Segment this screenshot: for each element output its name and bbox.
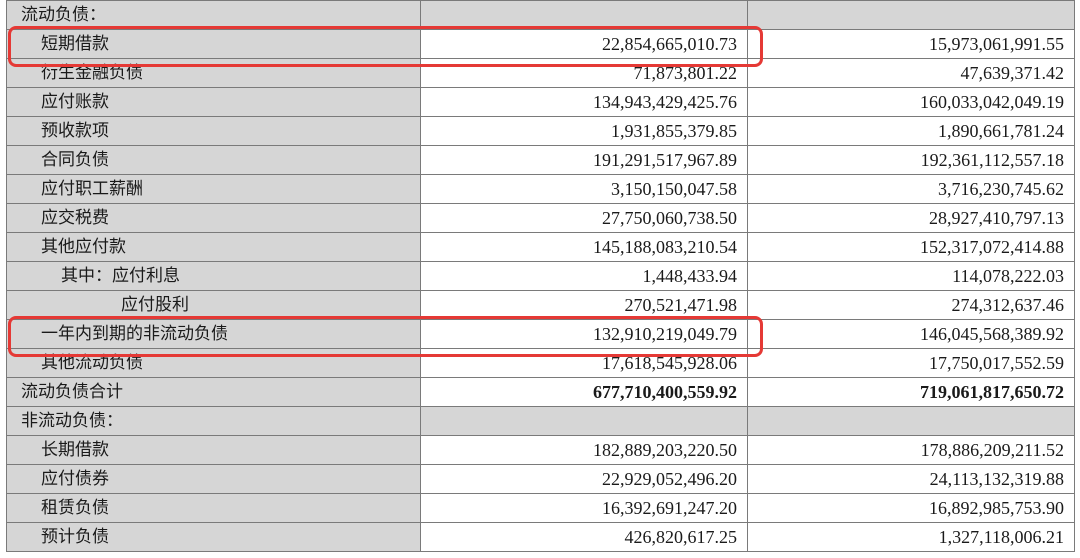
prior-period-value: 192,361,112,557.18 (747, 145, 1075, 175)
row-label: 应付债券 (6, 464, 421, 494)
row-label: 一年内到期的非流动负债 (6, 319, 421, 349)
table-row: 短期借款 22,854,665,010.73 15,973,061,991.55 (6, 29, 1075, 59)
total-row: 流动负债合计 677,710,400,559.92 719,061,817,650.… (6, 377, 1075, 407)
current-period-value (420, 0, 748, 30)
table-row: 其他流动负债 17,618,545,928.06 17,750,017,552.59 (6, 348, 1075, 378)
current-period-value: 3,150,150,047.58 (420, 174, 748, 204)
prior-period-value: 3,716,230,745.62 (747, 174, 1075, 204)
row-label: 其他流动负债 (6, 348, 421, 378)
current-period-value: 16,392,691,247.20 (420, 493, 748, 523)
table-row: 一年内到期的非流动负债 132,910,219,049.79 146,045,568… (6, 319, 1075, 349)
current-period-value: 134,943,429,425.76 (420, 87, 748, 117)
prior-period-value: 178,886,209,211.52 (747, 435, 1075, 465)
current-period-value: 27,750,060,738.50 (420, 203, 748, 233)
table-row: 预收款项 1,931,855,379.85 1,890,661,781.24 (6, 116, 1075, 146)
prior-period-value (747, 0, 1075, 30)
table-row: 预计负债 426,820,617.25 1,327,118,006.21 (6, 522, 1075, 552)
prior-period-value: 17,750,017,552.59 (747, 348, 1075, 378)
table-row: 应付债券 22,929,052,496.20 24,113,132,319.88 (6, 464, 1075, 494)
table-row: 应交税费 27,750,060,738.50 28,927,410,797.13 (6, 203, 1075, 233)
row-label: 应交税费 (6, 203, 421, 233)
current-period-value: 1,931,855,379.85 (420, 116, 748, 146)
liabilities-table: 流动负债： 短期借款 22,854,665,010.73 15,973,061,991… (6, 0, 1075, 552)
row-label: 短期借款 (6, 29, 421, 59)
prior-period-value: 152,317,072,414.88 (747, 232, 1075, 262)
table-row: 长期借款 182,889,203,220.50 178,886,209,211.52 (6, 435, 1075, 465)
prior-period-value: 114,078,222.03 (747, 261, 1075, 291)
row-label: 流动负债合计 (6, 377, 421, 407)
row-label: 其他应付款 (6, 232, 421, 262)
row-label: 应付职工薪酬 (6, 174, 421, 204)
current-period-value: 182,889,203,220.50 (420, 435, 748, 465)
row-label: 合同负债 (6, 145, 421, 175)
row-label: 预收款项 (6, 116, 421, 146)
current-period-value: 22,929,052,496.20 (420, 464, 748, 494)
table-row: 衍生金融负债 71,873,801.22 47,639,371.42 (6, 58, 1075, 88)
table-row: 租赁负债 16,392,691,247.20 16,892,985,753.90 (6, 493, 1075, 523)
prior-period-value: 719,061,817,650.72 (747, 377, 1075, 407)
current-period-value: 71,873,801.22 (420, 58, 748, 88)
row-label: 应付股利 (6, 290, 421, 320)
current-period-value: 677,710,400,559.92 (420, 377, 748, 407)
prior-period-value: 146,045,568,389.92 (747, 319, 1075, 349)
table-row: 应付职工薪酬 3,150,150,047.58 3,716,230,745.62 (6, 174, 1075, 204)
table-row: 其他应付款 145,188,083,210.54 152,317,072,414.8… (6, 232, 1075, 262)
row-label: 应付账款 (6, 87, 421, 117)
table-row: 其中：应付利息 1,448,433.94 114,078,222.03 (6, 261, 1075, 291)
current-period-value: 191,291,517,967.89 (420, 145, 748, 175)
row-label: 其中：应付利息 (6, 261, 421, 291)
current-period-value: 132,910,219,049.79 (420, 319, 748, 349)
prior-period-value: 28,927,410,797.13 (747, 203, 1075, 233)
row-label: 流动负债： (6, 0, 421, 30)
prior-period-value: 274,312,637.46 (747, 290, 1075, 320)
current-period-value: 145,188,083,210.54 (420, 232, 748, 262)
prior-period-value: 16,892,985,753.90 (747, 493, 1075, 523)
prior-period-value: 24,113,132,319.88 (747, 464, 1075, 494)
row-label: 非流动负债： (6, 406, 421, 436)
section-header-row: 流动负债： (6, 0, 1075, 30)
balance-sheet-excerpt: 流动负债： 短期借款 22,854,665,010.73 15,973,061,991… (6, 0, 1075, 552)
current-period-value: 22,854,665,010.73 (420, 29, 748, 59)
prior-period-value: 1,890,661,781.24 (747, 116, 1075, 146)
prior-period-value: 47,639,371.42 (747, 58, 1075, 88)
row-label: 预计负债 (6, 522, 421, 552)
table-row: 应付股利 270,521,471.98 274,312,637.46 (6, 290, 1075, 320)
liabilities-table-body: 流动负债： 短期借款 22,854,665,010.73 15,973,061,991… (6, 0, 1075, 552)
row-label: 长期借款 (6, 435, 421, 465)
section-header-row: 非流动负债： (6, 406, 1075, 436)
current-period-value: 1,448,433.94 (420, 261, 748, 291)
prior-period-value (747, 406, 1075, 436)
table-row: 合同负债 191,291,517,967.89 192,361,112,557.18 (6, 145, 1075, 175)
current-period-value: 426,820,617.25 (420, 522, 748, 552)
row-label: 衍生金融负债 (6, 58, 421, 88)
current-period-value: 17,618,545,928.06 (420, 348, 748, 378)
current-period-value: 270,521,471.98 (420, 290, 748, 320)
prior-period-value: 160,033,042,049.19 (747, 87, 1075, 117)
prior-period-value: 15,973,061,991.55 (747, 29, 1075, 59)
row-label: 租赁负债 (6, 493, 421, 523)
current-period-value (420, 406, 748, 436)
prior-period-value: 1,327,118,006.21 (747, 522, 1075, 552)
table-row: 应付账款 134,943,429,425.76 160,033,042,049.19 (6, 87, 1075, 117)
